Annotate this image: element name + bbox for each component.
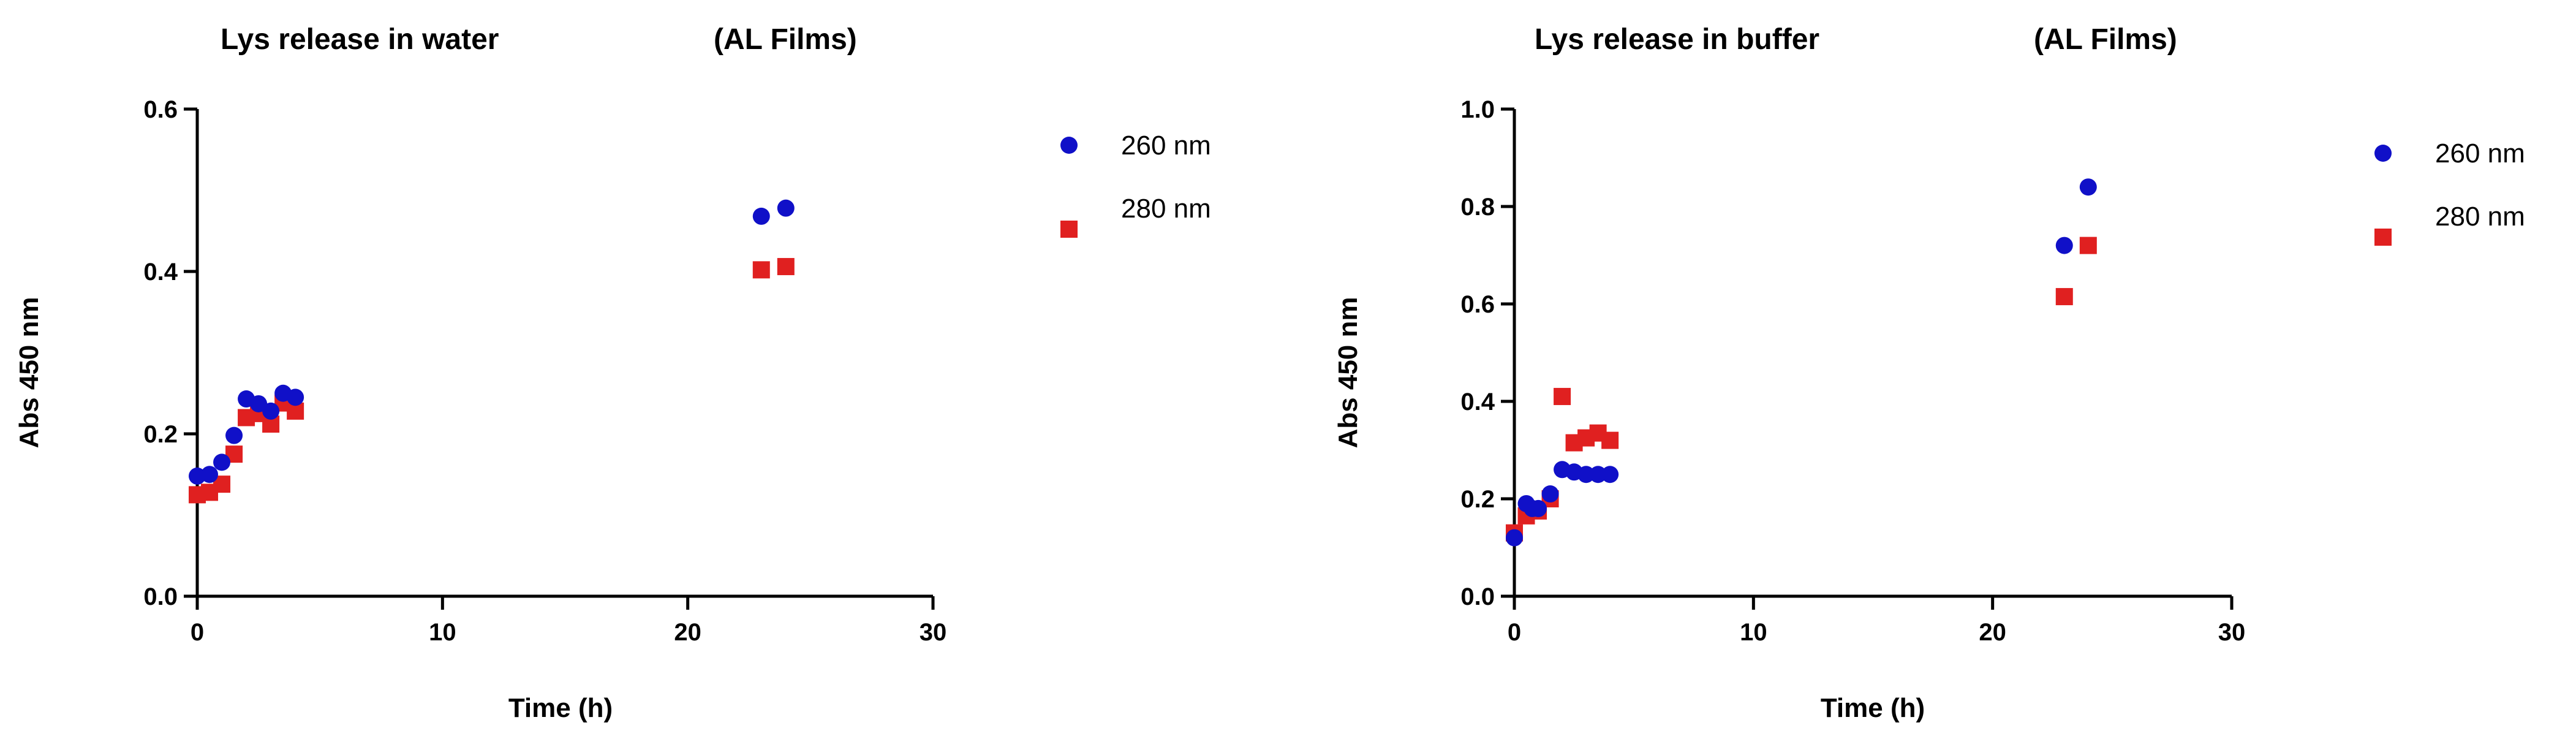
legend-label-260: 260 nm bbox=[1121, 131, 1211, 161]
y-axis-label: Abs 450 nm bbox=[14, 297, 44, 449]
x-axis-label: Time (h) bbox=[508, 693, 613, 723]
chart-panel-water: Lys release in water (AL Films) Time (h)… bbox=[14, 23, 1211, 723]
y-tick-label: 0.6 bbox=[1460, 291, 1495, 318]
data-points bbox=[189, 199, 795, 504]
y-tick-label: 0.6 bbox=[143, 96, 178, 123]
data-point-260nm bbox=[1589, 466, 1607, 483]
chart-subtitle: (AL Films) bbox=[2034, 23, 2177, 56]
data-point-260nm bbox=[752, 207, 770, 225]
legend-marker-260 bbox=[2374, 145, 2392, 162]
legend-marker-280 bbox=[2374, 229, 2392, 246]
x-axis-label: Time (h) bbox=[1821, 693, 1925, 723]
legend: 260 nm 280 nm bbox=[2374, 138, 2525, 246]
data-point-280nm bbox=[752, 261, 770, 279]
axes: 0.0 0.2 0.4 0.6 0 10 20 30 bbox=[143, 96, 946, 646]
data-point-260nm bbox=[1577, 466, 1595, 483]
data-point-260nm bbox=[287, 388, 304, 406]
data-point-260nm bbox=[1530, 499, 1547, 517]
data-point-260nm bbox=[213, 453, 231, 471]
y-tick-label: 1.0 bbox=[1460, 96, 1495, 123]
x-tick-label: 10 bbox=[1740, 619, 1767, 646]
chart-subtitle: (AL Films) bbox=[714, 23, 857, 56]
data-point-280nm bbox=[2079, 237, 2097, 254]
x-tick-label: 20 bbox=[1979, 619, 2006, 646]
data-point-280nm bbox=[2055, 288, 2073, 306]
x-tick-label: 30 bbox=[2218, 619, 2246, 646]
chart-panel-buffer: Lys release in buffer (AL Films) Time (h… bbox=[1333, 23, 2525, 723]
y-tick-label: 0.4 bbox=[143, 259, 178, 286]
data-point-260nm bbox=[777, 199, 795, 217]
data-point-260nm bbox=[1541, 485, 1559, 503]
x-tick-label: 10 bbox=[429, 619, 456, 646]
axes: 0.0 0.2 0.4 0.6 0.8 1.0 0 10 20 30 bbox=[1460, 96, 2245, 646]
y-tick-label: 0.2 bbox=[143, 421, 178, 448]
x-tick-label: 30 bbox=[920, 619, 947, 646]
x-tick-label: 0 bbox=[191, 619, 204, 646]
y-tick-label: 0.2 bbox=[1460, 486, 1495, 513]
legend-label-260: 260 nm bbox=[2435, 138, 2525, 169]
data-point-260nm bbox=[2079, 178, 2097, 196]
data-point-280nm bbox=[1554, 388, 1571, 406]
x-tick-label: 20 bbox=[674, 619, 701, 646]
y-tick-label: 0.0 bbox=[143, 583, 178, 610]
chart-title: Lys release in buffer bbox=[1535, 23, 1819, 56]
x-tick-label: 0 bbox=[1508, 619, 1521, 646]
data-point-280nm bbox=[1601, 431, 1619, 449]
data-point-260nm bbox=[201, 466, 219, 483]
data-point-280nm bbox=[777, 258, 795, 276]
y-axis-label: Abs 450 nm bbox=[1333, 297, 1363, 449]
legend-label-280: 280 nm bbox=[2435, 202, 2525, 232]
legend-marker-260 bbox=[1060, 137, 1078, 154]
data-point-260nm bbox=[1601, 466, 1619, 483]
chart-title: Lys release in water bbox=[221, 23, 499, 56]
data-point-260nm bbox=[225, 426, 243, 444]
data-point-260nm bbox=[2055, 237, 2073, 254]
data-point-260nm bbox=[1506, 529, 1523, 547]
legend-marker-280 bbox=[1060, 221, 1078, 238]
data-point-260nm bbox=[262, 402, 280, 420]
legend: 260 nm 280 nm bbox=[1060, 131, 1211, 238]
y-tick-label: 0.8 bbox=[1460, 194, 1495, 221]
data-points bbox=[1506, 178, 2097, 547]
y-tick-label: 0.4 bbox=[1460, 388, 1495, 415]
y-tick-label: 0.0 bbox=[1460, 583, 1495, 610]
legend-label-280: 280 nm bbox=[1121, 194, 1211, 224]
